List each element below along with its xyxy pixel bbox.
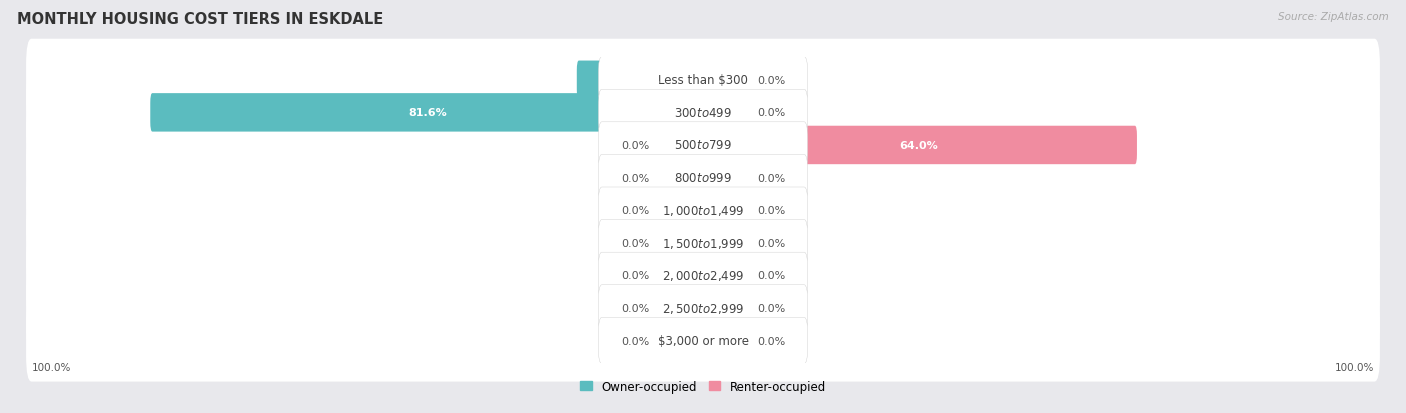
Text: 0.0%: 0.0% [621, 303, 650, 313]
FancyBboxPatch shape [27, 202, 1379, 284]
FancyBboxPatch shape [702, 94, 752, 132]
Text: 100.0%: 100.0% [31, 362, 70, 372]
Text: 0.0%: 0.0% [621, 173, 650, 183]
Text: $1,500 to $1,999: $1,500 to $1,999 [662, 236, 744, 250]
FancyBboxPatch shape [702, 126, 1137, 165]
FancyBboxPatch shape [702, 321, 752, 360]
Text: 0.0%: 0.0% [756, 206, 785, 216]
FancyBboxPatch shape [599, 123, 807, 169]
Text: $2,000 to $2,499: $2,000 to $2,499 [662, 269, 744, 282]
Text: 18.4%: 18.4% [621, 76, 661, 85]
FancyBboxPatch shape [27, 137, 1379, 219]
Text: 0.0%: 0.0% [756, 303, 785, 313]
Text: 0.0%: 0.0% [756, 238, 785, 248]
FancyBboxPatch shape [599, 188, 807, 234]
FancyBboxPatch shape [654, 289, 704, 328]
FancyBboxPatch shape [702, 192, 752, 230]
FancyBboxPatch shape [599, 220, 807, 266]
FancyBboxPatch shape [702, 256, 752, 295]
FancyBboxPatch shape [654, 224, 704, 262]
FancyBboxPatch shape [599, 285, 807, 331]
FancyBboxPatch shape [702, 289, 752, 328]
FancyBboxPatch shape [599, 253, 807, 299]
Text: 0.0%: 0.0% [621, 140, 650, 151]
FancyBboxPatch shape [654, 321, 704, 360]
Text: 0.0%: 0.0% [756, 76, 785, 85]
Text: 0.0%: 0.0% [756, 336, 785, 346]
FancyBboxPatch shape [599, 155, 807, 201]
Text: 0.0%: 0.0% [756, 173, 785, 183]
Text: $300 to $499: $300 to $499 [673, 107, 733, 120]
Text: 81.6%: 81.6% [408, 108, 447, 118]
Text: 0.0%: 0.0% [621, 238, 650, 248]
Text: 0.0%: 0.0% [621, 336, 650, 346]
Text: $800 to $999: $800 to $999 [673, 172, 733, 185]
Text: $3,000 or more: $3,000 or more [658, 334, 748, 347]
Text: 0.0%: 0.0% [756, 108, 785, 118]
FancyBboxPatch shape [27, 40, 1379, 121]
FancyBboxPatch shape [27, 267, 1379, 349]
Text: 100.0%: 100.0% [1336, 362, 1375, 372]
FancyBboxPatch shape [599, 318, 807, 364]
FancyBboxPatch shape [576, 62, 704, 100]
FancyBboxPatch shape [702, 62, 752, 100]
FancyBboxPatch shape [654, 126, 704, 165]
FancyBboxPatch shape [702, 159, 752, 197]
FancyBboxPatch shape [27, 235, 1379, 317]
FancyBboxPatch shape [599, 90, 807, 136]
FancyBboxPatch shape [27, 170, 1379, 252]
FancyBboxPatch shape [654, 256, 704, 295]
Text: 64.0%: 64.0% [900, 140, 938, 151]
FancyBboxPatch shape [27, 104, 1379, 187]
Legend: Owner-occupied, Renter-occupied: Owner-occupied, Renter-occupied [575, 375, 831, 397]
Text: $1,000 to $1,499: $1,000 to $1,499 [662, 204, 744, 218]
Text: Source: ZipAtlas.com: Source: ZipAtlas.com [1278, 12, 1389, 22]
FancyBboxPatch shape [654, 159, 704, 197]
Text: $2,500 to $2,999: $2,500 to $2,999 [662, 301, 744, 315]
Text: $500 to $799: $500 to $799 [673, 139, 733, 152]
FancyBboxPatch shape [27, 72, 1379, 154]
FancyBboxPatch shape [702, 224, 752, 262]
FancyBboxPatch shape [654, 192, 704, 230]
Text: 0.0%: 0.0% [621, 206, 650, 216]
Text: 0.0%: 0.0% [621, 271, 650, 281]
FancyBboxPatch shape [599, 57, 807, 104]
Text: 0.0%: 0.0% [756, 271, 785, 281]
Text: MONTHLY HOUSING COST TIERS IN ESKDALE: MONTHLY HOUSING COST TIERS IN ESKDALE [17, 12, 382, 27]
Text: Less than $300: Less than $300 [658, 74, 748, 87]
FancyBboxPatch shape [150, 94, 704, 132]
FancyBboxPatch shape [27, 300, 1379, 382]
